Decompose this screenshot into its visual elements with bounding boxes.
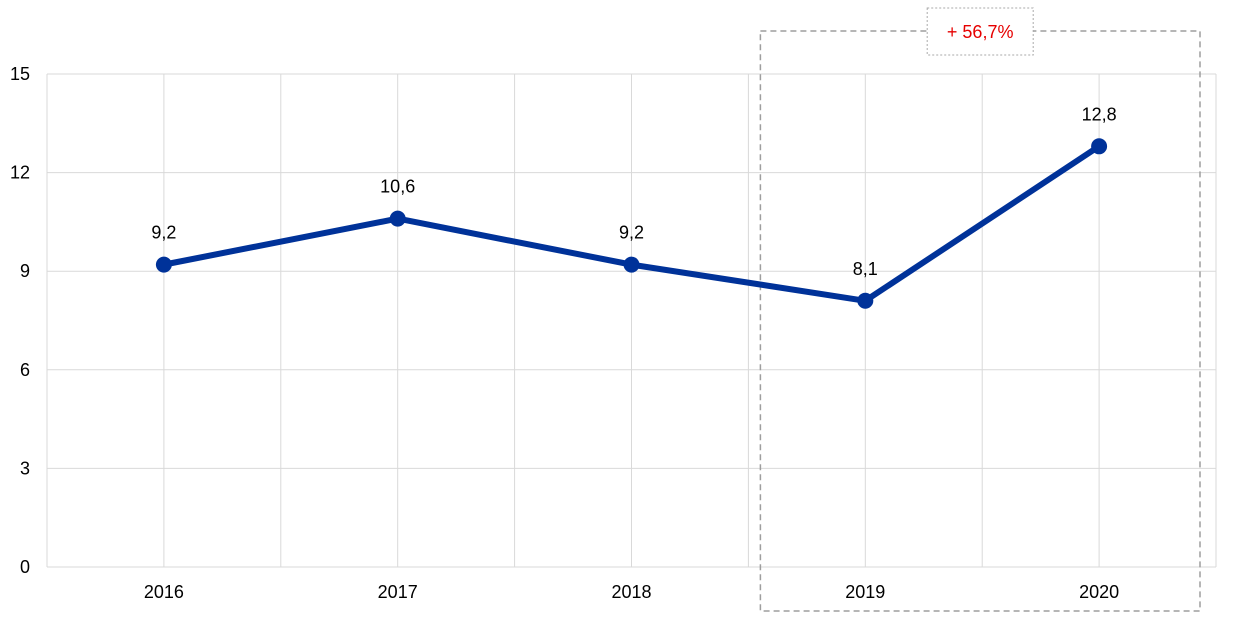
data-label: 10,6: [380, 177, 415, 197]
x-tick-label: 2018: [611, 582, 651, 602]
x-axis-ticks: 2016 2017 2018 2019 2020: [144, 582, 1119, 602]
annotation-dashed-box: [759, 30, 1201, 612]
data-point: [389, 210, 406, 227]
x-tick-label: 2017: [378, 582, 418, 602]
annotation-highlight: + 56,7%: [759, 7, 1201, 612]
x-tick-label: 2020: [1079, 582, 1119, 602]
y-axis-ticks: 0 3 6 9 12 15: [10, 64, 30, 577]
data-label: 8,1: [853, 259, 878, 279]
data-label: 12,8: [1082, 104, 1117, 124]
data-label: 9,2: [151, 223, 176, 243]
y-tick-label: 0: [20, 557, 30, 577]
gridlines: [46, 73, 1217, 568]
data-labels: 9,2 10,6 9,2 8,1 12,8: [151, 104, 1116, 278]
y-tick-label: 3: [20, 458, 30, 478]
series-group: [155, 138, 1108, 309]
x-tick-label: 2016: [144, 582, 184, 602]
data-point: [623, 256, 640, 273]
data-point: [155, 256, 172, 273]
data-point: [857, 292, 874, 309]
annotation-label: + 56,7%: [947, 22, 1014, 42]
data-label: 9,2: [619, 223, 644, 243]
x-tick-label: 2019: [845, 582, 885, 602]
y-tick-label: 9: [20, 261, 30, 281]
annotation-label-box: [926, 7, 1034, 56]
y-tick-label: 6: [20, 360, 30, 380]
y-tick-label: 12: [10, 163, 30, 183]
data-point: [1091, 138, 1108, 155]
y-tick-label: 15: [10, 64, 30, 84]
